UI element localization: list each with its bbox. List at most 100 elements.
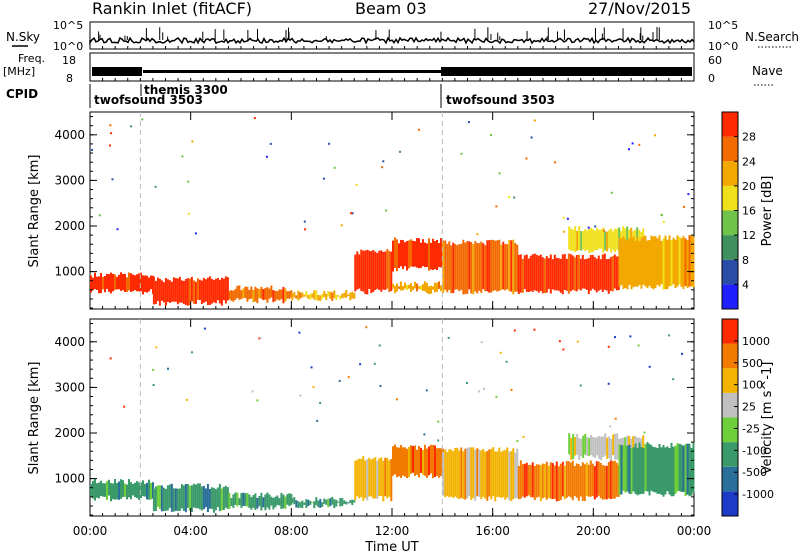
data-cell-1 <box>218 483 221 512</box>
data-cell-7 <box>442 241 445 293</box>
scatter-point <box>562 216 565 219</box>
y-tick-label: 2000 <box>54 219 85 233</box>
data-cell-0 <box>114 274 116 290</box>
data-cell-1 <box>184 484 187 513</box>
data-cell-7 <box>533 466 536 501</box>
nsearch-label: N.Search <box>745 30 799 44</box>
data-cell-8 <box>551 259 554 290</box>
colorbar-tick-label: 500 <box>742 357 763 370</box>
data-cell-1 <box>190 276 193 302</box>
scatter-point <box>338 379 341 382</box>
data-cell-1 <box>220 488 223 511</box>
data-cell-0 <box>136 481 138 499</box>
scatter-point <box>681 352 683 355</box>
data-cell-8 <box>572 434 575 459</box>
data-cell-7 <box>587 464 590 497</box>
colorbar-swatch <box>722 343 738 369</box>
data-cell-10 <box>674 239 677 289</box>
data-cell-9 <box>686 443 689 495</box>
data-cell-7 <box>547 465 550 498</box>
data-cell-9 <box>604 231 607 251</box>
velocity-colorbar: 1000 500 100 25 -25 -100 -500 -1000 <box>721 318 774 517</box>
scatter-point <box>395 398 398 401</box>
data-cell-6 <box>484 451 487 499</box>
scatter-point <box>513 196 516 199</box>
data-cell-8 <box>600 436 603 461</box>
data-cell-8 <box>563 254 566 290</box>
data-cell-9 <box>598 229 601 249</box>
data-cell-0 <box>150 275 152 290</box>
data-cell-10 <box>676 235 679 287</box>
data-cell-10 <box>636 236 639 287</box>
power-axes: 1000 2000 3000 4000 <box>54 116 694 309</box>
data-cell-8 <box>612 434 615 456</box>
scatter-point <box>562 230 565 233</box>
scatter-point <box>152 384 155 386</box>
data-cell-3 <box>321 502 324 507</box>
data-cell-6 <box>514 452 517 499</box>
data-cell-8 <box>626 435 629 456</box>
freq-band-1 <box>92 67 142 76</box>
data-cell-9 <box>576 231 579 251</box>
nave-tick-high: 60 <box>708 54 722 67</box>
data-cell-2 <box>250 497 253 510</box>
scatter-point <box>631 142 634 145</box>
data-cell-6 <box>498 447 501 498</box>
data-cell-0 <box>144 275 146 292</box>
data-cell-10 <box>680 238 683 287</box>
data-cell-3 <box>299 502 302 508</box>
x-tick-label: 00:00 <box>73 524 108 538</box>
scatter-point <box>194 232 197 235</box>
y-tick-label: 4000 <box>54 335 85 349</box>
data-cell-7 <box>561 461 564 497</box>
data-cell-1 <box>160 280 163 301</box>
scatter-point <box>187 180 190 183</box>
colorbar-tick-label: -100 <box>742 444 767 457</box>
scatter-point <box>499 351 502 354</box>
data-cell-1 <box>204 279 207 302</box>
data-cell-3 <box>311 502 314 504</box>
data-cell-2 <box>272 290 275 303</box>
data-cell-4 <box>378 458 381 497</box>
data-cell-1 <box>218 279 221 304</box>
data-cell-7 <box>593 466 596 500</box>
nsky-tick-high: 10^5 <box>53 19 83 32</box>
scatter-point <box>181 155 184 158</box>
data-cell-4 <box>384 251 387 290</box>
data-cell-7 <box>527 464 530 496</box>
scatter-point <box>304 228 307 231</box>
scatter-point <box>328 142 331 145</box>
power-colorbar: 28 24 20 16 12 8 4 <box>721 111 756 310</box>
data-cell-8 <box>582 435 585 459</box>
data-cell-5 <box>396 239 398 272</box>
data-cell-3 <box>337 501 340 503</box>
scatter-point <box>155 346 158 349</box>
data-cell-8 <box>533 253 536 291</box>
data-cell-10 <box>688 235 691 287</box>
data-cell-10 <box>620 238 623 286</box>
data-cell-10 <box>648 240 651 286</box>
data-cell-8 <box>543 258 546 294</box>
data-cell-3 <box>307 294 310 299</box>
data-cell-7 <box>478 243 481 291</box>
data-cell-7 <box>525 462 528 497</box>
data-cell-9 <box>588 228 591 253</box>
scatter-point <box>310 366 313 369</box>
scatter-point <box>141 118 144 121</box>
data-cell-9 <box>682 445 685 492</box>
scatter-point <box>365 326 368 329</box>
data-cell-1 <box>188 278 191 306</box>
data-cell-3 <box>303 294 306 297</box>
data-cell-1 <box>180 280 183 303</box>
data-cell-8 <box>608 436 611 459</box>
data-cell-6 <box>472 447 475 499</box>
data-cell-7 <box>569 462 572 498</box>
data-cell-4 <box>356 459 359 497</box>
data-cell-7 <box>597 461 600 496</box>
data-cell-3 <box>343 500 346 504</box>
data-cell-1 <box>178 276 181 303</box>
data-cell-0 <box>118 481 120 500</box>
data-cell-7 <box>589 460 592 497</box>
y-tick-label: 2000 <box>54 426 85 440</box>
data-cell-3 <box>309 293 312 300</box>
